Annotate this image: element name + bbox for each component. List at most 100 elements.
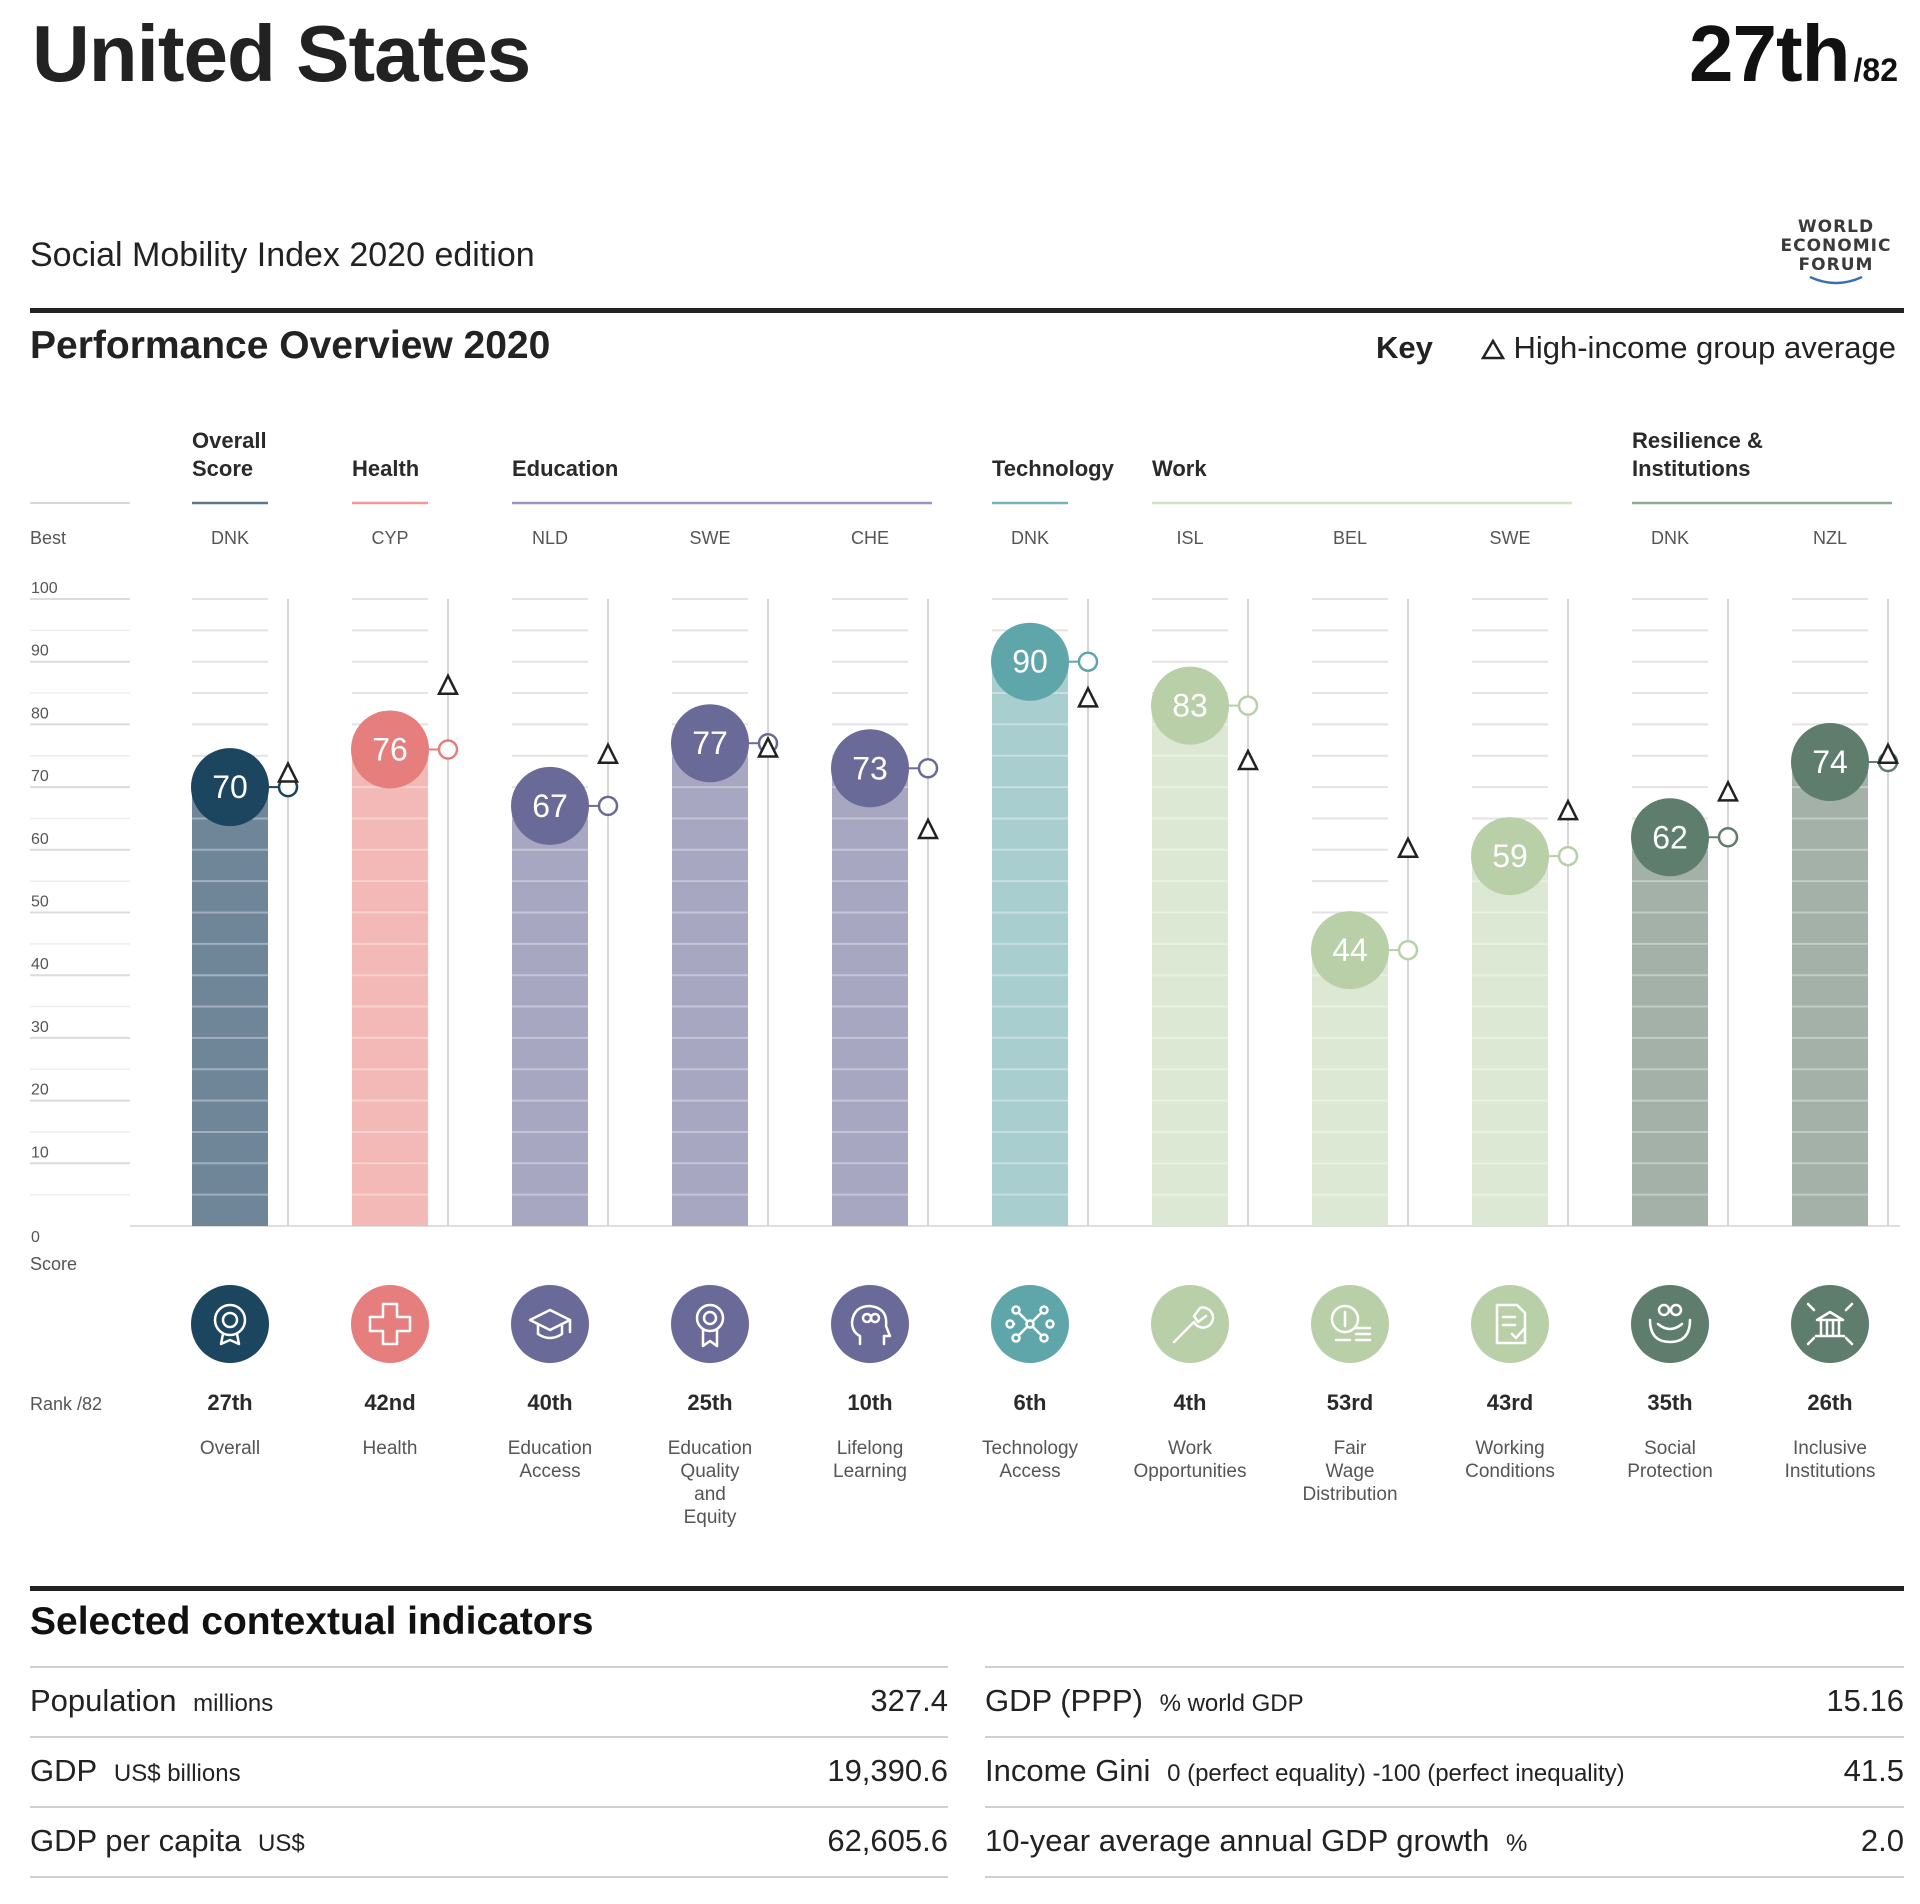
pillar-label: Social <box>1644 1438 1696 1459</box>
score-bar <box>512 805 588 1226</box>
score-bar <box>832 768 908 1226</box>
y-tick-label: 90 <box>31 643 49 660</box>
indicator-value: 327.4 <box>870 1683 948 1718</box>
pillar-label: Overall <box>200 1438 260 1459</box>
pillar-label: Education <box>668 1438 753 1459</box>
pillar-label: Protection <box>1627 1461 1713 1482</box>
high-income-average-marker <box>596 741 620 764</box>
score-value: 70 <box>212 769 248 805</box>
pillar-rank: 25th <box>687 1390 732 1415</box>
logo-line-3: FORUM <box>1798 255 1874 275</box>
pillar-label: Work <box>1168 1438 1212 1459</box>
score-marker <box>917 758 939 779</box>
score-bar <box>1632 837 1708 1226</box>
best-country: DNK <box>1011 528 1049 548</box>
indicator-label: GDP US$ billions <box>30 1753 241 1789</box>
wrench-icon-glyph <box>1172 1306 1215 1344</box>
high-income-average-marker <box>1556 798 1580 821</box>
score-marker <box>1397 939 1419 961</box>
group-label: Technology <box>992 456 1115 481</box>
y-tick-label: 60 <box>31 831 49 848</box>
high-income-average-marker <box>916 817 940 840</box>
score-circle <box>671 704 749 783</box>
pillar-label: Access <box>999 1461 1060 1482</box>
indicator-unit: millions <box>186 1690 274 1717</box>
indicator-name: 10-year average annual GDP growth <box>985 1823 1490 1858</box>
best-country: NLD <box>532 528 568 548</box>
y-tick-label: 40 <box>31 956 49 973</box>
logo-line-2: ECONOMIC <box>1780 236 1892 256</box>
ribbon-award-icon-glyph <box>695 1303 725 1348</box>
score-marker <box>1237 695 1259 716</box>
best-country: NZL <box>1813 528 1847 548</box>
score-value: 77 <box>692 725 728 761</box>
pillar-label: Conditions <box>1465 1461 1555 1482</box>
score-bar <box>352 749 428 1226</box>
indicator-divider <box>30 1736 948 1738</box>
triangle-icon <box>1481 338 1506 360</box>
performance-overview-title: Performance Overview 2020 <box>30 324 551 367</box>
brain-head-icon-glyph <box>850 1304 892 1346</box>
indicator-value: 41.5 <box>1843 1753 1904 1788</box>
indicator-unit: US$ billions <box>107 1760 241 1787</box>
y-tick-label: 0 <box>31 1229 40 1246</box>
pillar-label: Opportunities <box>1133 1461 1246 1482</box>
health-cross-icon-glyph <box>368 1302 412 1346</box>
score-circle <box>191 748 269 827</box>
score-value: 67 <box>532 788 568 824</box>
best-label: Best <box>30 528 66 548</box>
award-medal-icon <box>191 1285 269 1363</box>
score-value: 59 <box>1492 838 1528 874</box>
indicator-name: Population <box>30 1683 177 1718</box>
pillar-label: Inclusive <box>1793 1438 1867 1459</box>
pillar-rank: 43rd <box>1487 1390 1533 1415</box>
score-value: 90 <box>1012 644 1048 680</box>
key-label: Key <box>1375 330 1433 365</box>
indicator-divider <box>30 1666 948 1668</box>
score-bar <box>1312 950 1388 1226</box>
score-value: 74 <box>1812 744 1848 780</box>
group-label: Score <box>192 456 253 481</box>
y-tick-label: 30 <box>31 1019 49 1036</box>
score-circle <box>1151 666 1229 745</box>
y-tick-label: 20 <box>31 1082 49 1099</box>
wrench-icon <box>1151 1285 1229 1363</box>
wef-logo: WORLD ECONOMIC FORUM <box>1776 218 1896 285</box>
high-income-average-marker <box>1236 748 1260 771</box>
indicator-label: 10-year average annual GDP growth % <box>985 1823 1527 1859</box>
pillar-label: Quality <box>680 1461 740 1482</box>
indicator-name: Income Gini <box>985 1753 1151 1788</box>
rank-label: Rank /82 <box>30 1394 102 1414</box>
pillar-label: Education <box>508 1438 593 1459</box>
group-label: Health <box>352 456 419 481</box>
indicator-divider <box>985 1806 1904 1808</box>
chart-key: Key High-income group average <box>1376 330 1896 366</box>
score-circle <box>1311 911 1389 990</box>
high-income-average-marker <box>1076 685 1100 708</box>
high-income-average-marker <box>1396 836 1420 859</box>
group-label: Institutions <box>1632 456 1751 481</box>
indicator-unit: % <box>1499 1830 1528 1857</box>
score-value: 73 <box>852 750 888 786</box>
logo-line-1: WORLD <box>1797 217 1875 237</box>
pillar-label: Institutions <box>1785 1461 1876 1482</box>
pillar-rank: 40th <box>527 1390 572 1415</box>
score-marker <box>437 739 459 760</box>
best-country: SWE <box>689 528 730 548</box>
hands-people-icon-glyph <box>1648 1303 1692 1344</box>
score-circle <box>1471 817 1549 896</box>
overall-rank: 27th/82 <box>1689 8 1898 100</box>
best-country: DNK <box>1651 528 1689 548</box>
y-tick-label: 80 <box>31 705 49 722</box>
pillar-label: Equity <box>684 1507 737 1528</box>
health-cross-icon <box>351 1285 429 1363</box>
indicator-name: GDP <box>30 1753 98 1788</box>
indicator-label: GDP per capita US$ <box>30 1823 305 1859</box>
institution-building-icon-glyph <box>1806 1302 1854 1346</box>
score-bar <box>192 787 268 1226</box>
performance-chart: Overall Score Health Education Technology Wor… <box>30 428 1900 1528</box>
indicator-label: GDP (PPP) % world GDP <box>985 1683 1304 1719</box>
pillar-label: Fair <box>1334 1438 1367 1459</box>
document-check-icon-glyph <box>1495 1303 1527 1345</box>
pillar-label: Health <box>363 1438 418 1459</box>
